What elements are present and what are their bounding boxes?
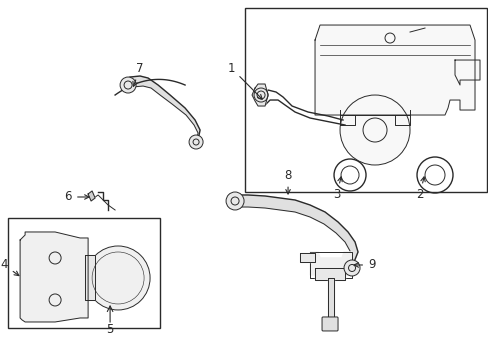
Circle shape (86, 246, 150, 310)
Polygon shape (314, 268, 345, 280)
Polygon shape (454, 60, 479, 85)
Text: 9: 9 (353, 258, 375, 271)
Text: 7: 7 (133, 62, 143, 86)
FancyBboxPatch shape (322, 317, 337, 331)
Text: 1: 1 (227, 62, 262, 99)
Circle shape (120, 77, 136, 93)
Polygon shape (300, 253, 314, 262)
Polygon shape (339, 115, 354, 125)
Circle shape (189, 135, 203, 149)
Circle shape (339, 95, 409, 165)
Bar (8, 218, 160, 328)
Polygon shape (314, 25, 474, 115)
Polygon shape (394, 115, 409, 125)
Text: 3: 3 (332, 177, 342, 202)
Polygon shape (85, 255, 95, 300)
Text: 8: 8 (284, 168, 291, 194)
Polygon shape (88, 191, 95, 201)
Bar (244, 8, 486, 192)
Polygon shape (238, 195, 357, 270)
Polygon shape (251, 84, 267, 106)
Text: 4: 4 (0, 258, 19, 276)
Polygon shape (309, 252, 351, 275)
Text: 2: 2 (415, 177, 425, 202)
Text: 5: 5 (106, 324, 114, 337)
Circle shape (344, 260, 359, 276)
Circle shape (225, 192, 244, 210)
Text: 6: 6 (64, 190, 89, 203)
Polygon shape (125, 76, 200, 143)
Polygon shape (327, 278, 333, 320)
Polygon shape (20, 232, 88, 322)
